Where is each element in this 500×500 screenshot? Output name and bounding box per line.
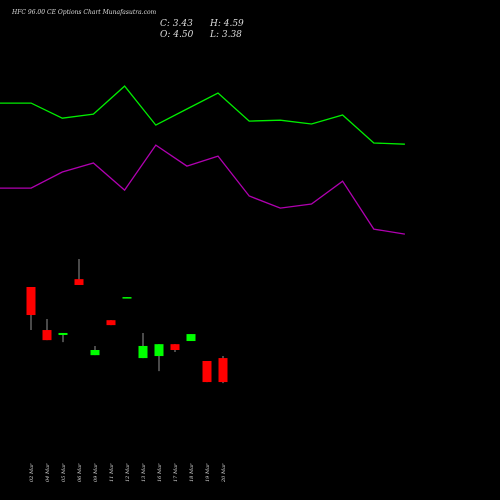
x-tick-label: 06 Mar (77, 463, 83, 482)
candle-body (42, 330, 52, 341)
candle-body (186, 334, 196, 342)
open-readout: O: 4.50 (160, 30, 194, 40)
candle-body (106, 320, 116, 326)
x-tick-label: 16 Mar (157, 463, 163, 482)
x-tick-label: 18 Mar (189, 463, 195, 482)
x-tick-label: 11 Mar (109, 463, 115, 482)
indicator-line (0, 144, 406, 235)
x-tick-label: 13 Mar (141, 463, 147, 482)
x-tick-label: 19 Mar (205, 463, 211, 482)
candle-body (122, 297, 132, 299)
x-tick-label: 02 Mar (29, 463, 35, 482)
close-readout: C: 3.43 (160, 19, 193, 29)
x-tick-label: 12 Mar (125, 463, 131, 482)
low-readout: L: 3.38 (209, 30, 242, 40)
x-tick-label: 17 Mar (173, 463, 179, 482)
candle-body (218, 358, 228, 383)
x-tick-label: 09 Mar (93, 463, 99, 482)
x-tick-label: 05 Mar (61, 463, 67, 482)
candle-body (90, 350, 100, 356)
high-readout: H: 4.59 (209, 19, 244, 29)
candle-body (202, 360, 212, 383)
candle-body (74, 279, 84, 285)
candle-body (26, 286, 36, 316)
candle-body (170, 344, 180, 350)
indicator-line (0, 85, 405, 145)
candle-body (138, 345, 148, 359)
candle-body (154, 344, 164, 357)
chart-title: HFC 96.00 CE Options Chart Munafasutra.c… (11, 9, 157, 16)
x-tick-label: 20 Mar (221, 463, 227, 483)
x-tick-label: 04 Mar (45, 463, 51, 482)
candle-body (58, 332, 68, 335)
